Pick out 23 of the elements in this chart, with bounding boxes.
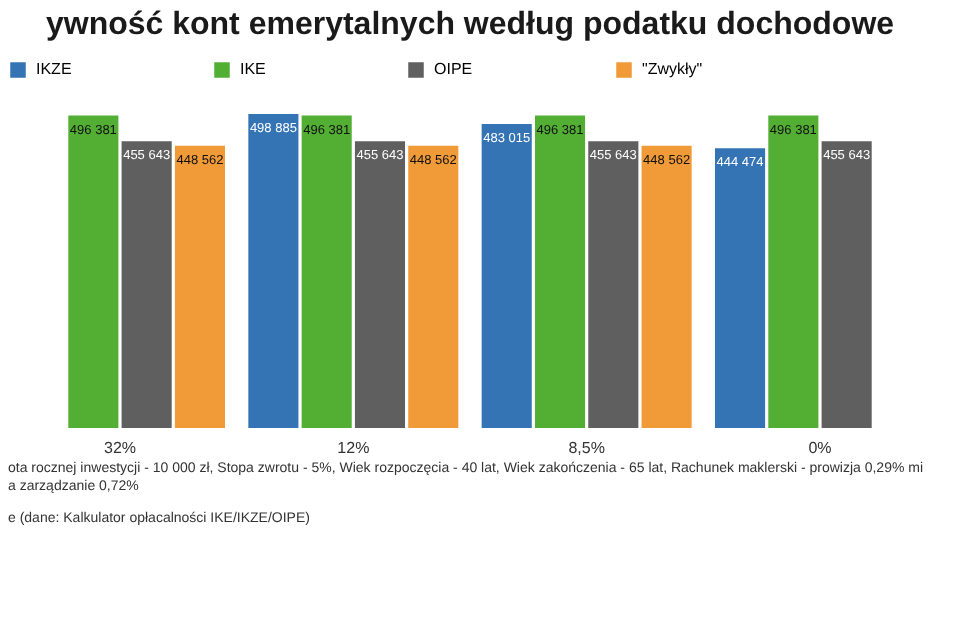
bar — [715, 148, 766, 428]
x-tick-label: 8,5% — [568, 439, 605, 457]
bar — [408, 145, 459, 428]
bar — [301, 115, 352, 428]
x-tick-label: 0% — [808, 439, 832, 457]
bar — [121, 141, 172, 428]
legend-label: IKZE — [36, 60, 72, 78]
bar — [588, 141, 639, 428]
bar — [821, 141, 872, 428]
bar — [248, 114, 299, 428]
legend-label: "Zwykły" — [642, 60, 703, 78]
bar — [174, 145, 225, 428]
bar — [354, 141, 406, 428]
x-tick-label: 12% — [337, 439, 370, 457]
bar — [68, 115, 119, 428]
legend-label: IKE — [240, 60, 266, 78]
legend-label: OIPE — [434, 60, 473, 78]
chart-title: ywność kont emerytalnych według podatku dochodowe — [45, 8, 895, 42]
bar — [641, 145, 692, 428]
bar — [481, 123, 532, 428]
bar — [534, 115, 586, 428]
x-tick-label: 32% — [103, 439, 137, 457]
bar — [768, 115, 819, 428]
